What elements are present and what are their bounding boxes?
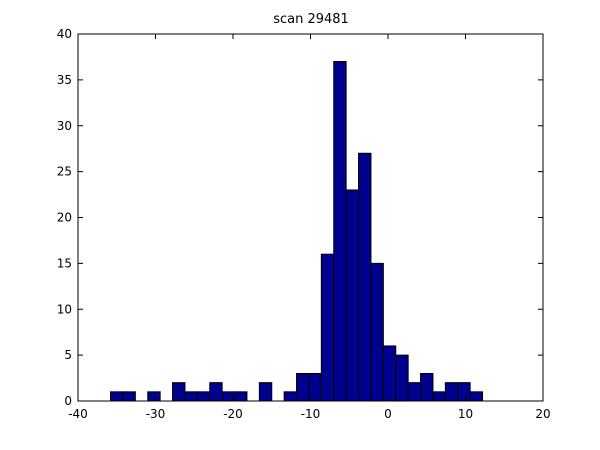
x-tick-label: -40: [68, 407, 88, 421]
histogram-bar-18: [333, 61, 347, 402]
plot-frame: [77, 33, 544, 402]
y-tick-label: 40: [57, 27, 72, 41]
x-tick-label: 10: [458, 407, 473, 421]
histogram-bar-14: [283, 391, 298, 402]
x-tick-label: -30: [146, 407, 166, 421]
tick-labels-group: -40 -30 -20 -10 0 10 20 0 5 10 15 20 25 30 35 40: [57, 27, 551, 421]
histogram-bar-12: [258, 382, 273, 402]
histogram-bar-26: [432, 391, 446, 402]
y-tick-label: 30: [57, 119, 72, 133]
y-tick-label: 25: [57, 165, 72, 179]
histogram-bar-24: [407, 382, 422, 402]
y-tick-label: 35: [57, 73, 72, 87]
histogram-bar-20: [358, 152, 372, 402]
histogram-bar-5: [172, 382, 186, 402]
bars-group: [110, 61, 484, 402]
histogram-bar-22: [382, 345, 397, 402]
histogram-bar-21: [370, 262, 384, 402]
histogram-bar-7: [196, 391, 211, 402]
histogram-bar-3: [147, 391, 161, 402]
y-tick-label: 15: [57, 256, 72, 270]
histogram-bar-6: [184, 391, 198, 402]
histogram-bar-28: [457, 382, 471, 402]
ticks-group: [77, 33, 544, 402]
chart-title: scan 29481: [273, 12, 349, 27]
y-tick-label: 5: [64, 348, 72, 362]
histogram-bar-15: [296, 372, 310, 402]
histogram-bar-25: [420, 372, 434, 402]
x-tick-label: -10: [301, 407, 321, 421]
histogram-bar-19: [345, 189, 360, 402]
histogram-bar-29: [469, 391, 484, 402]
histogram-bar-27: [444, 382, 459, 402]
histogram-bar-0: [110, 391, 124, 402]
y-tick-label: 10: [57, 302, 72, 316]
y-tick-label: 20: [57, 211, 72, 225]
x-tick-label: -20: [223, 407, 243, 421]
histogram-bar-8: [209, 382, 223, 402]
histogram-bar-17: [320, 253, 335, 402]
y-tick-label: 0: [64, 394, 72, 408]
histogram-bar-23: [395, 354, 409, 402]
x-tick-label: 0: [384, 407, 392, 421]
x-tick-label: 20: [535, 407, 550, 421]
histogram-bar-1: [122, 391, 136, 402]
histogram-bar-10: [234, 391, 248, 402]
